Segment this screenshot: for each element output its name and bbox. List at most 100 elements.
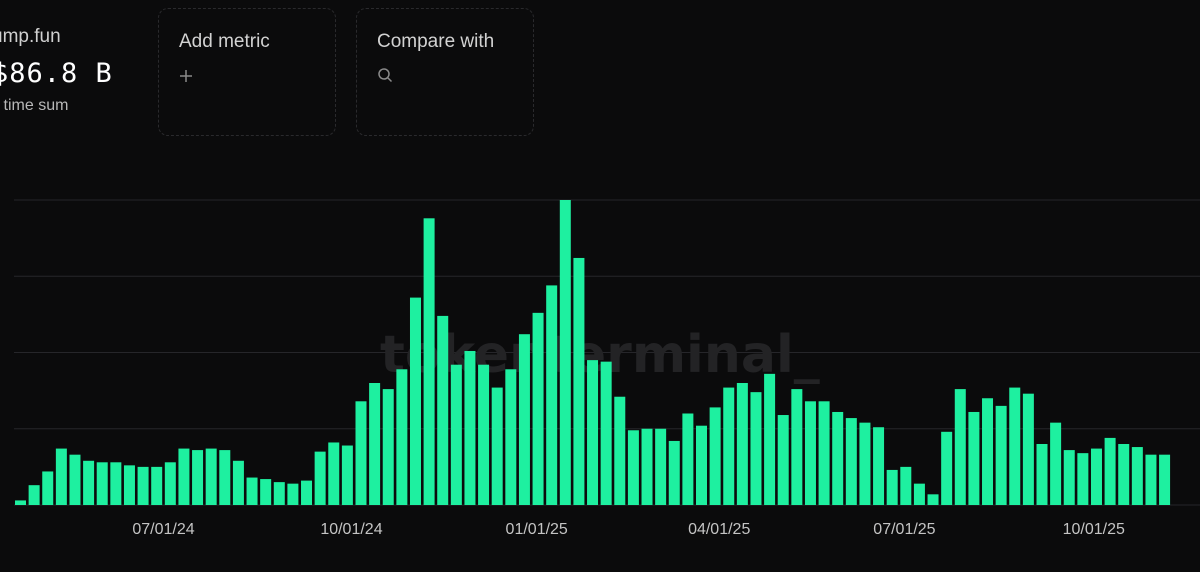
x-tick-label: 04/01/25: [688, 521, 750, 538]
bar[interactable]: [1063, 450, 1075, 505]
bar[interactable]: [587, 360, 599, 505]
bar[interactable]: [287, 483, 299, 505]
bar[interactable]: [1145, 454, 1157, 505]
bar[interactable]: [192, 450, 204, 505]
bar[interactable]: [832, 411, 844, 505]
bar[interactable]: [777, 415, 789, 505]
bar[interactable]: [968, 411, 980, 505]
bar[interactable]: [1009, 387, 1021, 505]
bar[interactable]: [804, 401, 816, 505]
bar[interactable]: [859, 422, 871, 505]
bar[interactable]: [273, 482, 285, 505]
bar[interactable]: [478, 364, 490, 505]
bar[interactable]: [913, 483, 925, 505]
bar[interactable]: [341, 445, 353, 505]
compare-with-button[interactable]: Compare with: [356, 8, 534, 136]
bar[interactable]: [1104, 437, 1116, 505]
bar[interactable]: [982, 398, 994, 505]
bar[interactable]: [110, 462, 122, 505]
bar[interactable]: [232, 460, 244, 505]
bar[interactable]: [941, 431, 953, 505]
bar[interactable]: [42, 471, 54, 505]
bar[interactable]: [491, 387, 503, 505]
bar-series: [15, 200, 1171, 506]
bar[interactable]: [246, 477, 258, 505]
bar[interactable]: [845, 418, 857, 505]
bar[interactable]: [682, 413, 694, 506]
bar[interactable]: [1036, 444, 1048, 505]
bar[interactable]: [219, 450, 231, 505]
bar[interactable]: [995, 405, 1007, 505]
bar[interactable]: [355, 401, 367, 505]
x-tick-label: 10/01/25: [1063, 521, 1125, 538]
bar[interactable]: [886, 469, 898, 505]
bar[interactable]: [15, 500, 26, 505]
bar[interactable]: [573, 257, 585, 505]
bar[interactable]: [137, 466, 149, 505]
x-tick-label: 07/01/24: [132, 521, 194, 538]
bar[interactable]: [1118, 444, 1130, 505]
bar[interactable]: [28, 485, 40, 505]
plus-icon: [179, 67, 315, 88]
bar[interactable]: [641, 428, 653, 505]
bar[interactable]: [464, 350, 476, 505]
search-icon: [377, 67, 513, 88]
bar[interactable]: [696, 425, 707, 505]
bar[interactable]: [736, 383, 748, 505]
bar[interactable]: [55, 448, 67, 505]
bar[interactable]: [518, 334, 530, 505]
bar[interactable]: [301, 480, 313, 505]
bar[interactable]: [954, 389, 966, 505]
bar[interactable]: [1050, 422, 1062, 505]
bar[interactable]: [750, 392, 762, 505]
bar[interactable]: [1090, 448, 1102, 505]
bar[interactable]: [900, 466, 912, 505]
bar[interactable]: [423, 218, 435, 506]
bar[interactable]: [164, 462, 176, 505]
bar[interactable]: [369, 383, 381, 505]
bar[interactable]: [69, 454, 81, 505]
x-tick-label: 01/01/25: [506, 521, 568, 538]
bar[interactable]: [764, 373, 776, 505]
bar[interactable]: [927, 494, 939, 505]
bar[interactable]: [791, 389, 803, 505]
bar[interactable]: [873, 427, 885, 505]
bar[interactable]: [450, 364, 462, 505]
bar[interactable]: [178, 448, 190, 505]
bar[interactable]: [614, 396, 626, 505]
total-caption: ll time sum: [0, 97, 69, 114]
bar[interactable]: [655, 428, 667, 505]
bar[interactable]: [600, 361, 612, 505]
bar-chart: tokenterminal_ 07/01/24 10/01/24 01/01/25 0…: [14, 199, 1200, 538]
bar[interactable]: [709, 407, 721, 505]
bar[interactable]: [83, 460, 95, 505]
bar[interactable]: [505, 369, 517, 505]
bar[interactable]: [723, 387, 735, 505]
bar[interactable]: [396, 369, 408, 505]
bar[interactable]: [382, 389, 394, 505]
bar[interactable]: [96, 462, 108, 505]
x-tick-label: 07/01/25: [873, 521, 935, 538]
bar[interactable]: [314, 451, 326, 505]
bar[interactable]: [1131, 447, 1143, 505]
total-value: $86.8 B: [0, 58, 113, 89]
bar[interactable]: [205, 448, 217, 505]
bar[interactable]: [1022, 393, 1034, 505]
bar[interactable]: [328, 442, 340, 505]
add-metric-button[interactable]: Add metric: [158, 8, 336, 136]
bar[interactable]: [546, 285, 558, 505]
bar[interactable]: [532, 312, 544, 505]
bar[interactable]: [559, 200, 571, 505]
bar[interactable]: [123, 465, 135, 505]
add-metric-label: Add metric: [179, 31, 270, 52]
bar[interactable]: [151, 466, 163, 505]
bar[interactable]: [437, 315, 449, 505]
bar[interactable]: [409, 297, 421, 505]
bar[interactable]: [627, 430, 639, 505]
bar[interactable]: [1159, 454, 1171, 505]
x-tick-label: 10/01/24: [320, 521, 382, 538]
bar[interactable]: [818, 401, 830, 505]
bar[interactable]: [1077, 453, 1089, 505]
bar[interactable]: [668, 440, 680, 505]
bar[interactable]: [260, 479, 272, 505]
